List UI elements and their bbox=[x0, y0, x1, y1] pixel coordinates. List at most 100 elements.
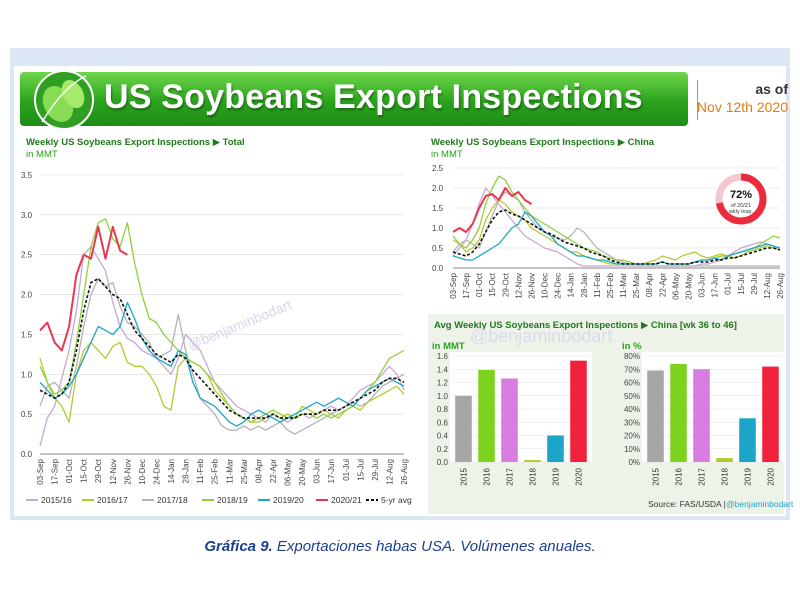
avg_pct-ytick-label: 50% bbox=[624, 392, 640, 401]
total-xtick-label: 25-Feb bbox=[211, 458, 220, 484]
avg_mmt-bar-2018 bbox=[524, 460, 541, 462]
donut-sublabel-1: of 20/21 bbox=[731, 203, 751, 209]
avg_pct-ytick-label: 10% bbox=[624, 445, 640, 454]
china-xtick-label: 11-Mar bbox=[619, 273, 628, 298]
caption-label: Gráfica 9. bbox=[204, 538, 273, 555]
avg_mmt-ytick-label: 0.8 bbox=[437, 405, 449, 414]
avg_mmt-bar-2017 bbox=[501, 378, 518, 462]
total-xtick-label: 01-Oct bbox=[65, 458, 74, 483]
china-xtick-label: 28-Jan bbox=[580, 273, 589, 297]
donut-value: 72% bbox=[730, 189, 752, 201]
avg_pct-bar-2019 bbox=[739, 418, 756, 462]
china-xtick-label: 01-Oct bbox=[475, 272, 484, 297]
watermark-text: @benjaminbodart bbox=[185, 296, 294, 352]
total-xtick-label: 08-Apr bbox=[254, 459, 263, 483]
total-xtick-label: 11-Mar bbox=[225, 459, 234, 484]
total-xtick-label: 12-Aug bbox=[385, 459, 394, 485]
bars-watermark: @benjaminbodart bbox=[470, 326, 612, 346]
china-xtick-label: 25-Mar bbox=[632, 273, 641, 299]
total-ytick-label: 0.0 bbox=[21, 450, 33, 459]
china-xtick-label: 26-Aug bbox=[776, 273, 785, 299]
total-ytick-label: 3.5 bbox=[21, 171, 33, 180]
total-chart-title: Weekly US Soybeans Export Inspections ▶ … bbox=[26, 137, 245, 148]
bars-title: Avg Weekly US Soybeans Export Inspection… bbox=[434, 320, 737, 331]
total-xtick-label: 11-Feb bbox=[196, 458, 205, 483]
legend-label: 2016/17 bbox=[97, 495, 128, 505]
avg_pct-category-label: 2016 bbox=[675, 467, 684, 485]
legend-label: 5-yr avg bbox=[381, 495, 412, 505]
total-xtick-label: 01-Jul bbox=[342, 459, 351, 481]
avg_mmt-bar-2016 bbox=[478, 369, 495, 462]
source-handle: @benjaminbodart bbox=[726, 499, 794, 509]
total-xtick-label: 03-Sep bbox=[36, 458, 45, 484]
total-series-202021 bbox=[39, 225, 128, 352]
total-xtick-label: 22-Apr bbox=[269, 459, 278, 483]
avg_pct-ytick-label: 60% bbox=[624, 379, 640, 388]
total-xtick-label: 10-Dec bbox=[138, 459, 147, 485]
banner-divider bbox=[697, 80, 698, 120]
china-xtick-label: 08-Apr bbox=[645, 273, 654, 297]
total-xtick-label: 29-Jul bbox=[371, 459, 380, 481]
china-ytick-label: 0.0 bbox=[432, 264, 444, 273]
china-xtick-label: 06-May bbox=[671, 273, 680, 300]
total-xtick-label: 26-Nov bbox=[123, 459, 132, 485]
china-xtick-label: 15-Jul bbox=[737, 273, 746, 295]
avg_pct-bar-2017 bbox=[693, 369, 710, 462]
avg_mmt-ytick-label: 1.6 bbox=[437, 352, 449, 361]
avg_mmt-bar-2020 bbox=[570, 360, 587, 462]
china-xtick-label: 17-Sep bbox=[462, 272, 471, 298]
total-series-201718 bbox=[39, 277, 405, 435]
total-xtick-label: 25-Mar bbox=[240, 459, 249, 485]
total-xtick-label: 15-Jul bbox=[356, 459, 365, 481]
china-series-201920 bbox=[452, 211, 781, 265]
china-ytick-label: 1.5 bbox=[432, 204, 444, 213]
total-xtick-label: 28-Jan bbox=[182, 459, 191, 483]
total-xtick-label: 03-Jun bbox=[313, 459, 322, 483]
avg_mmt-plot-area bbox=[450, 352, 592, 462]
china-series-202021 bbox=[452, 187, 533, 233]
total-xtick-label: 12-Nov bbox=[109, 459, 118, 485]
figure-caption: Gráfica 9. Exportaciones habas USA. Volú… bbox=[0, 538, 800, 555]
avg_pct-ytick-label: 0% bbox=[628, 458, 640, 467]
china-xtick-label: 29-Jul bbox=[750, 273, 759, 295]
avg_mmt-ytick-label: 0.0 bbox=[437, 458, 449, 467]
avg_mmt-ytick-label: 1.2 bbox=[437, 379, 449, 388]
china-ytick-label: 2.0 bbox=[432, 184, 444, 193]
avg_pct-plot-area bbox=[642, 352, 784, 462]
china-xtick-label: 03-Jun bbox=[698, 273, 707, 297]
china-ylabel: in MMT bbox=[431, 149, 463, 160]
avg_pct-ytick-label: 70% bbox=[624, 365, 640, 374]
china-xtick-label: 17-Jun bbox=[711, 273, 720, 297]
donut-arc bbox=[715, 173, 767, 225]
china-xtick-label: 22-Apr bbox=[658, 273, 667, 297]
source-label: Source: FAS/USDA | bbox=[648, 499, 726, 509]
avg_mmt-ytick-label: 0.2 bbox=[437, 445, 449, 454]
total-xtick-label: 24-Dec bbox=[152, 459, 161, 485]
total-ytick-label: 2.0 bbox=[21, 291, 33, 300]
china-series-201819 bbox=[452, 175, 781, 265]
avg_mmt-ytick-label: 0.6 bbox=[437, 418, 449, 427]
total-series-5yravg bbox=[39, 277, 405, 419]
caption-text: Exportaciones habas USA. Volúmenes anual… bbox=[272, 538, 596, 555]
avg_mmt-category-label: 2015 bbox=[460, 467, 469, 485]
total-xtick-label: 26-Aug bbox=[400, 459, 409, 485]
total-ytick-label: 1.0 bbox=[21, 370, 33, 379]
avg_mmt-category-label: 2019 bbox=[552, 467, 561, 485]
china-chart: Weekly US Soybeans Export Inspections ▶ … bbox=[431, 137, 785, 300]
soybean-logo-icon bbox=[34, 70, 94, 130]
china-xtick-label: 01-Jul bbox=[724, 273, 733, 295]
china-xtick-label: 26-Nov bbox=[527, 273, 536, 299]
avg_pct-ytick-label: 40% bbox=[624, 405, 640, 414]
total-ytick-label: 2.5 bbox=[21, 251, 33, 260]
average-bars-section: Avg Weekly US Soybeans Export Inspection… bbox=[428, 314, 794, 514]
legend-label: 2018/19 bbox=[217, 495, 248, 505]
avg_mmt-ylabel: in MMT bbox=[432, 341, 465, 352]
banner-title: US Soybeans Export Inspections bbox=[104, 78, 643, 116]
total-series-201617 bbox=[39, 341, 405, 423]
china-chart-title: Weekly US Soybeans Export Inspections ▶ … bbox=[431, 137, 655, 148]
avg_pct-category-label: 2017 bbox=[698, 467, 707, 485]
total-xtick-label: 20-May bbox=[298, 459, 307, 486]
total-series-201819 bbox=[39, 218, 405, 423]
title-banner bbox=[20, 72, 688, 126]
